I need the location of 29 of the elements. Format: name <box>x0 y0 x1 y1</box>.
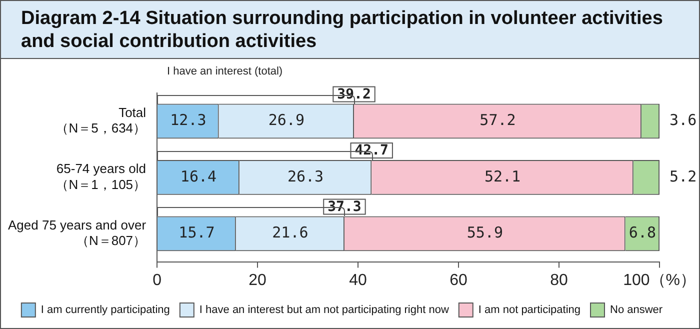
data-label: 12.3 <box>170 111 206 130</box>
data-label: 52.1 <box>484 167 521 186</box>
data-label: 55.9 <box>466 224 503 242</box>
legend-label: I am not participating <box>478 304 581 316</box>
x-tick-label: 0 <box>152 272 162 289</box>
data-label: 15.7 <box>178 224 215 242</box>
y-tick-label: 65-74 years old （N＝1，105） <box>56 161 146 192</box>
x-tick-label: 40 <box>349 272 368 289</box>
y-tick-label: Total （N＝5，634） <box>56 104 146 136</box>
data-label: 21.6 <box>272 224 308 242</box>
data-label: 3.6 <box>670 111 697 130</box>
data-label: 26.9 <box>268 111 304 130</box>
data-label: 16.4 <box>180 167 217 186</box>
x-tick-label: 80 <box>550 272 568 289</box>
y-tick-label: Aged 75 years and over （N＝807） <box>8 217 147 248</box>
legend-label: No answer <box>610 304 663 316</box>
x-tick-label: 60 <box>450 272 468 289</box>
annotation: 37.3 <box>328 198 362 215</box>
data-label: 6.8 <box>628 224 656 242</box>
chart-title: Diagram 2-14 Situation surrounding participation in volunteer activities and social contribution activities <box>1 1 699 59</box>
legend-label: I am currently participating <box>40 304 170 316</box>
text: I have an interest (total) <box>167 66 283 78</box>
x-tick-label: 100（%） <box>623 272 696 289</box>
data-label: 5.2 <box>670 167 697 186</box>
data-label: 26.3 <box>287 167 324 186</box>
legend-label: I have an interest but am not participating right now <box>199 304 449 316</box>
data-label: 57.2 <box>480 111 516 130</box>
annotation: 39.2 <box>337 86 371 102</box>
x-tick-label: 20 <box>248 272 267 289</box>
